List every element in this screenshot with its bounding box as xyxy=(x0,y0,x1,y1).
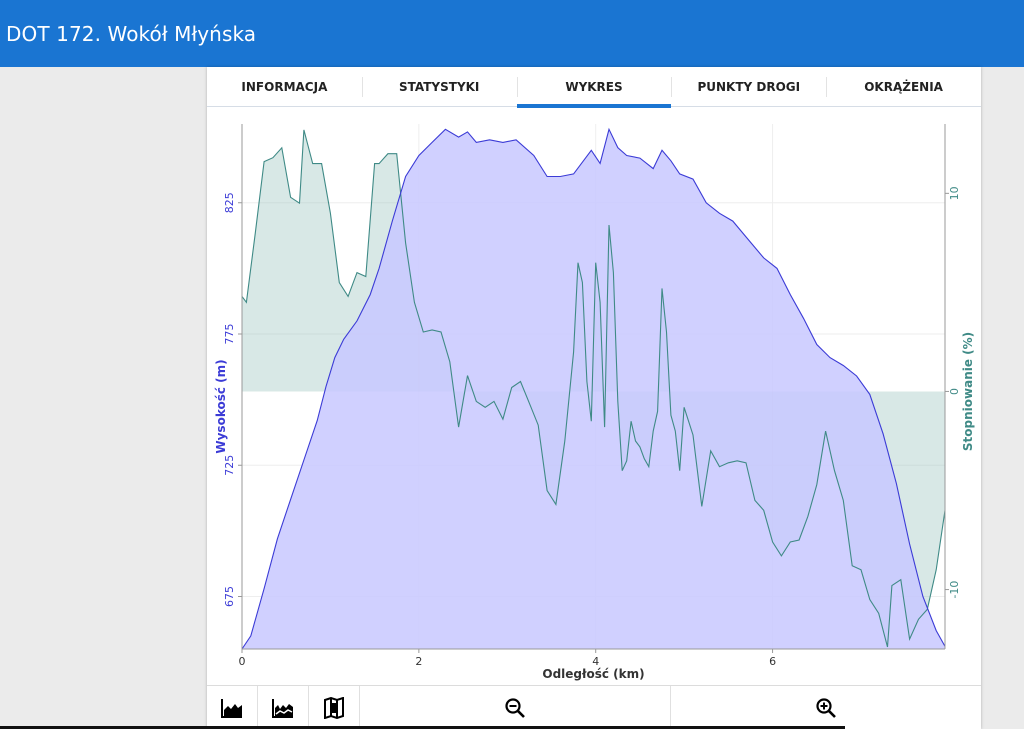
tab-wykres[interactable]: WYKRES xyxy=(516,67,672,108)
zoom-in-button[interactable] xyxy=(671,686,981,729)
elevation-chart-icon xyxy=(221,699,242,718)
y-left-tick-label: 775 xyxy=(223,324,236,345)
grade-line xyxy=(241,129,946,648)
grade-chart-icon xyxy=(272,699,293,718)
y-right-tick-label: -10 xyxy=(948,581,961,599)
app-title: DOT 172. Wokół Młyńska xyxy=(6,22,257,46)
tab-punkty-drogi[interactable]: PUNKTY DROGI xyxy=(671,67,826,107)
app-bar: DOT 172. Wokół Młyńska xyxy=(0,0,1024,67)
x-tick-label: 0 xyxy=(239,655,246,668)
map-icon xyxy=(324,697,344,719)
toolbar-separator xyxy=(257,686,258,729)
x-tick-label: 4 xyxy=(592,655,599,668)
elevation-area xyxy=(242,129,945,650)
zoom-out-button[interactable] xyxy=(360,686,670,729)
zoom-out-icon xyxy=(505,698,525,718)
toolbar-separator xyxy=(359,686,360,729)
y-left-tick-label: 825 xyxy=(223,192,236,213)
elevation-grade-chart[interactable]: 0 2 4 6 675 725 775 825 -10 0 10 Odległość (km) Wyso… xyxy=(207,108,981,685)
y-left-tick-label: 675 xyxy=(223,586,236,607)
elevation-line xyxy=(241,127,946,650)
toolbar-separator xyxy=(670,686,671,729)
chart-area[interactable]: 0 2 4 6 675 725 775 825 -10 0 10 Odległość (km) Wyso… xyxy=(207,108,981,685)
tab-bar: INFORMACJA STATYSTYKI WYKRES PUNKTY DROG… xyxy=(207,67,981,108)
route-panel: INFORMACJA STATYSTYKI WYKRES PUNKTY DROG… xyxy=(207,67,981,729)
map-button[interactable] xyxy=(309,686,359,729)
tab-informacja[interactable]: INFORMACJA xyxy=(241,80,328,94)
chart-toolbar xyxy=(207,685,981,729)
toolbar-separator xyxy=(308,686,309,729)
elevation-chart-button[interactable] xyxy=(207,686,257,729)
y-right-axis-title: Stopniowanie (%) xyxy=(961,332,975,451)
zoom-in-icon xyxy=(816,698,836,718)
tab-statystyki[interactable]: STATYSTYKI xyxy=(361,67,517,107)
y-right-tick-label: 0 xyxy=(948,388,961,395)
x-tick-label: 6 xyxy=(769,655,776,668)
bottom-edge-line xyxy=(0,726,845,729)
grade-chart-button[interactable] xyxy=(258,686,308,729)
tab-okrazenia[interactable]: OKRĄŻENIA xyxy=(826,67,981,107)
x-axis-title: Odległość (km) xyxy=(542,667,644,681)
y-right-tick-label: 10 xyxy=(948,186,961,200)
y-left-tick-label: 725 xyxy=(223,455,236,476)
y-left-axis-title: Wysokość (m) xyxy=(214,359,228,453)
x-tick-label: 2 xyxy=(415,655,422,668)
